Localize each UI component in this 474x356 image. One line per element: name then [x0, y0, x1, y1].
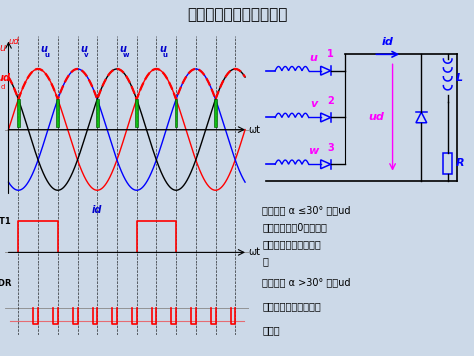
Text: v: v	[84, 52, 89, 58]
Text: 连续且均大于0，续流二: 连续且均大于0，续流二	[262, 222, 327, 232]
Text: L: L	[456, 73, 463, 83]
Text: ud: ud	[0, 73, 11, 83]
Text: 极管承受反压而不起作: 极管承受反压而不起作	[262, 239, 321, 249]
Text: 3: 3	[327, 142, 334, 153]
Text: d: d	[0, 84, 5, 90]
Text: id: id	[92, 205, 102, 215]
Text: 断续，续流二极管起续: 断续，续流二极管起续	[262, 301, 321, 311]
Text: u: u	[163, 52, 168, 58]
Text: iDR: iDR	[0, 279, 11, 288]
Text: 流作用: 流作用	[262, 325, 280, 335]
Bar	[136, 99, 138, 127]
Bar	[175, 99, 177, 127]
Text: 电感性负载加续流二极管: 电感性负载加续流二极管	[187, 7, 287, 23]
Text: u: u	[310, 52, 318, 63]
Text: ud: ud	[368, 112, 384, 122]
Text: ud: ud	[9, 37, 19, 46]
Text: w: w	[309, 146, 319, 156]
Text: v: v	[310, 99, 317, 109]
Text: u: u	[0, 43, 5, 53]
Text: w: w	[123, 52, 129, 58]
Text: iT1: iT1	[0, 217, 10, 226]
Text: R: R	[456, 158, 465, 168]
Text: u: u	[45, 52, 49, 58]
Text: 电阻负载 α >30° 时，ud: 电阻负载 α >30° 时，ud	[262, 277, 351, 287]
Text: 电阻负载 α ≤30° 时，ud: 电阻负载 α ≤30° 时，ud	[262, 205, 351, 215]
Bar	[214, 99, 217, 127]
Bar	[96, 99, 99, 127]
Bar	[17, 99, 20, 127]
Bar	[56, 99, 59, 127]
Text: 2: 2	[327, 96, 334, 106]
Bar	[443, 153, 452, 174]
Text: u: u	[80, 44, 87, 54]
Text: 用: 用	[262, 256, 268, 266]
Text: u: u	[159, 44, 166, 54]
Text: u: u	[41, 44, 48, 54]
Text: u: u	[119, 44, 127, 54]
Text: ωt: ωt	[248, 125, 261, 135]
Text: 1: 1	[327, 49, 334, 59]
Text: ωt: ωt	[248, 247, 261, 257]
Text: id: id	[382, 37, 394, 47]
